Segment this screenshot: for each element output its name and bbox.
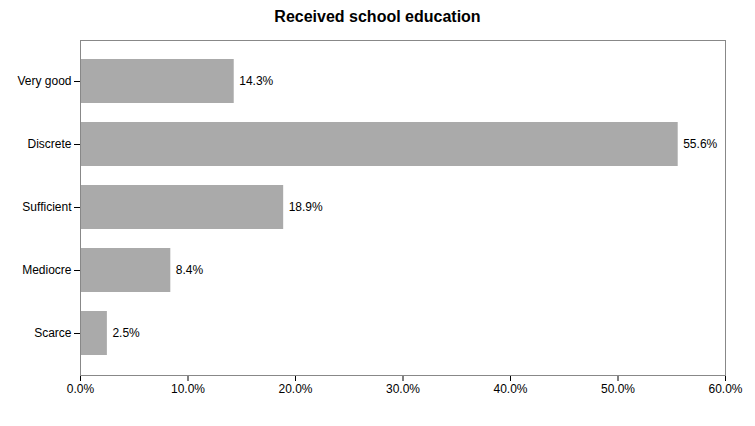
html-text:Received school education: Received school education (274, 8, 481, 25)
svg-text:20.0%: 20.0% (278, 382, 312, 396)
svg-text:8.4%: 8.4% (176, 263, 204, 277)
svg-text:55.6%: 55.6% (683, 137, 717, 151)
svg-text:40.0%: 40.0% (493, 382, 527, 396)
svg-text:50.0%: 50.0% (601, 382, 635, 396)
svg-text:10.0%: 10.0% (171, 382, 205, 396)
svg-text:2.5%: 2.5% (112, 326, 140, 340)
svg-text:Scarce: Scarce (34, 326, 72, 340)
svg-text:Very good: Very good (17, 74, 71, 88)
svg-text:14.3%: 14.3% (239, 74, 273, 88)
svg-text:30.0%: 30.0% (386, 382, 420, 396)
svg-text:Mediocre: Mediocre (22, 263, 72, 277)
svg-text:Discrete: Discrete (27, 137, 71, 151)
svg-text:0.0%: 0.0% (67, 382, 95, 396)
svg-text:18.9%: 18.9% (289, 200, 323, 214)
svg-text:60.0%: 60.0% (708, 382, 742, 396)
svg-text:Sufficient: Sufficient (22, 200, 72, 214)
